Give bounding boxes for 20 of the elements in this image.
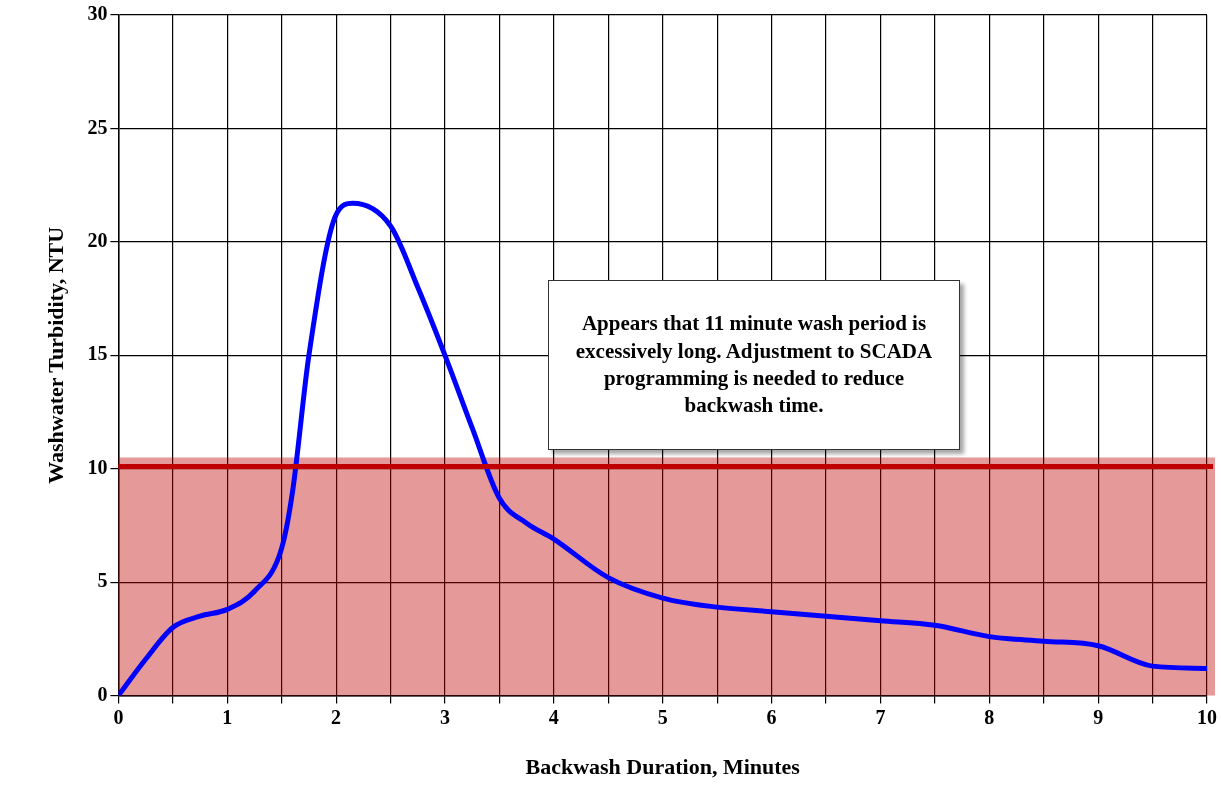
x-tick-label: 6 <box>766 705 777 728</box>
y-tick-label: 0 <box>97 682 108 705</box>
x-tick-label: 4 <box>548 705 559 728</box>
y-tick-label: 30 <box>87 2 108 25</box>
x-axis-title: Backwash Duration, Minutes <box>525 754 801 780</box>
x-tick-label: 9 <box>1093 705 1104 728</box>
y-tick-label: 20 <box>87 229 108 252</box>
y-axis-title: Washwater Turbidity, NTU <box>42 226 68 484</box>
y-tick-label: 25 <box>87 115 108 138</box>
x-tick-label: 3 <box>439 705 450 728</box>
x-tick-label: 8 <box>984 705 995 728</box>
x-tick-label: 5 <box>657 705 668 728</box>
y-tick-label: 5 <box>97 569 108 592</box>
x-tick-label: 10 <box>1197 705 1217 728</box>
y-tick-label: 15 <box>87 342 108 365</box>
y-tick-label: 10 <box>87 455 108 478</box>
x-tick-label: 7 <box>875 705 886 728</box>
x-tick-label: 2 <box>331 705 342 728</box>
x-tick-label: 0 <box>113 705 124 728</box>
x-tick-label: 1 <box>222 705 233 728</box>
